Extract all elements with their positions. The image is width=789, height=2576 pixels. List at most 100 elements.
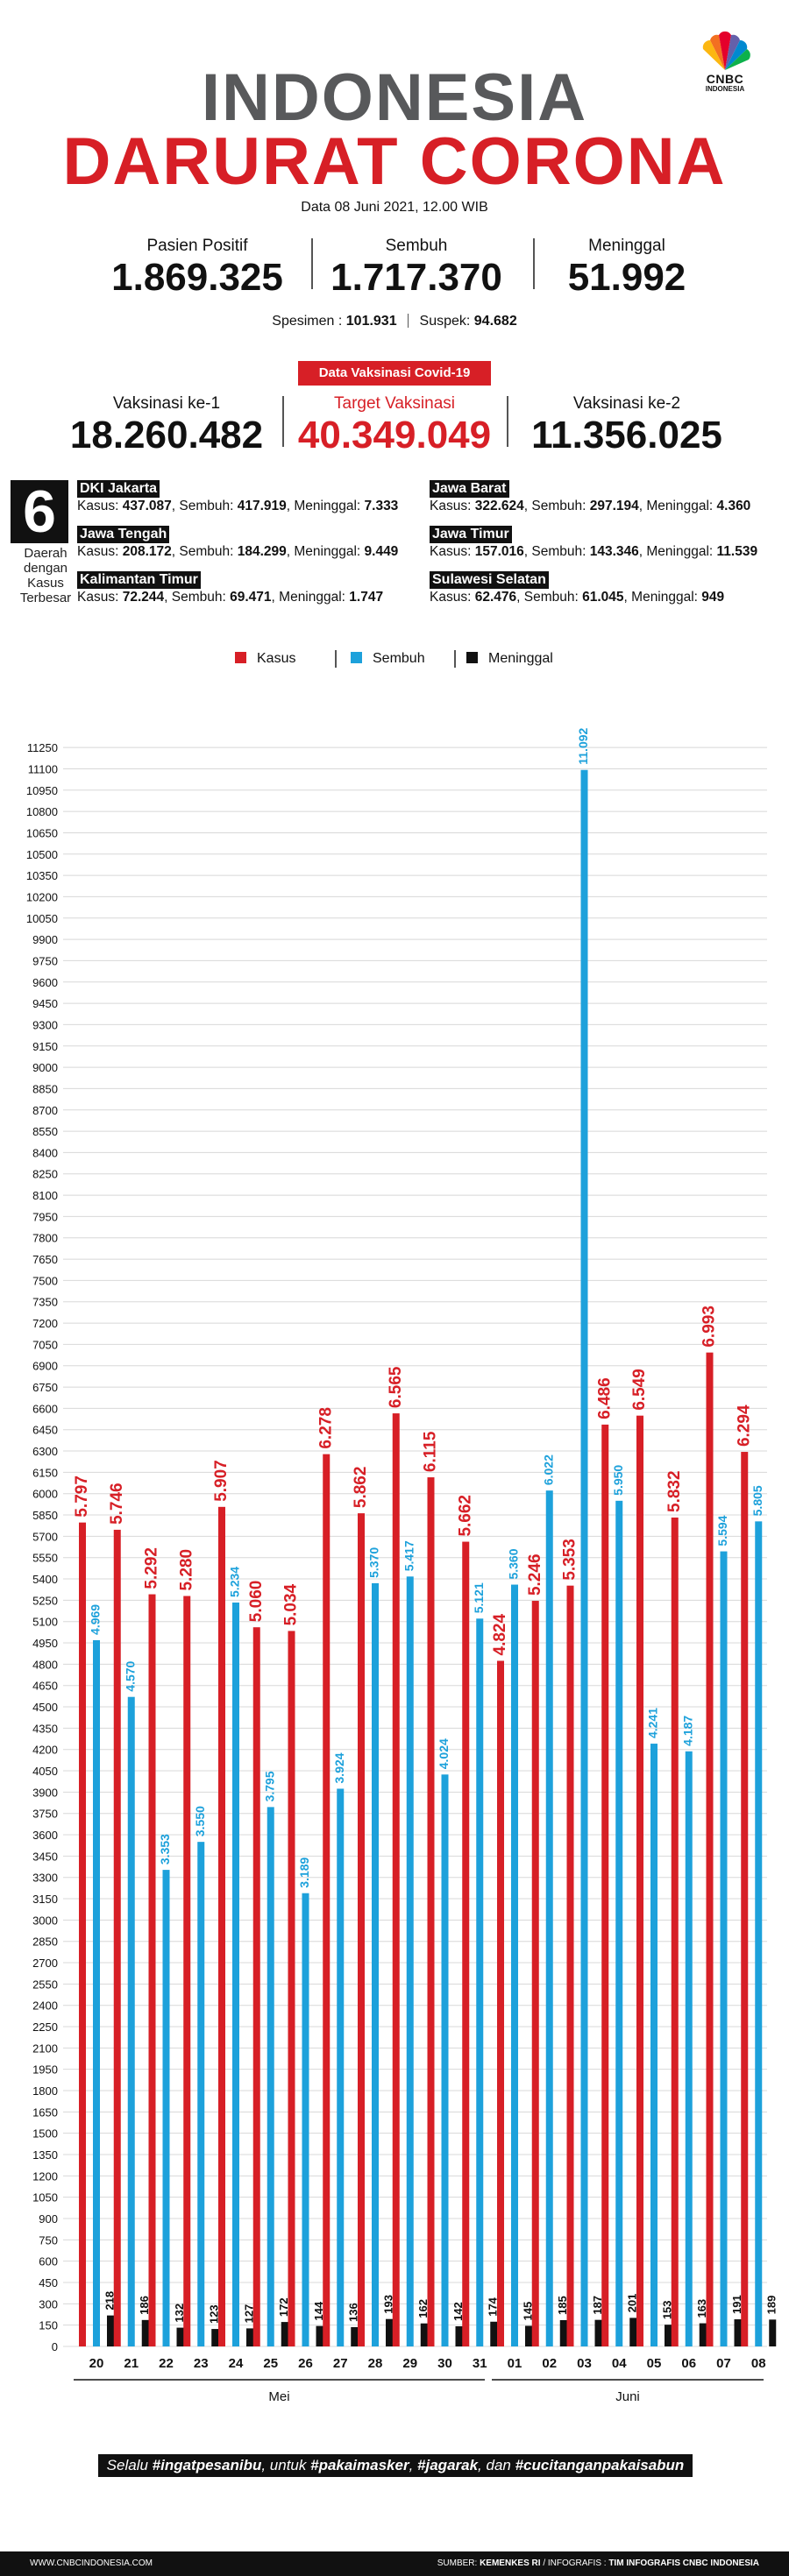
sembuh-word: Sembuh: bbox=[179, 499, 234, 513]
y-tick-label: 1350 bbox=[32, 2148, 58, 2162]
kasus-word: Kasus: bbox=[430, 499, 472, 513]
stat-sembuh-value: 1.717.370 bbox=[331, 256, 502, 299]
data-label-meninggal: 163 bbox=[695, 2299, 708, 2318]
slogan-hashtag: #cucitanganpakaisabun bbox=[515, 2457, 685, 2473]
province-stats: Kasus: 157.016, Sembuh: 143.346, Meningg… bbox=[430, 544, 758, 559]
y-tick-label: 3900 bbox=[32, 1786, 58, 1799]
slogan-bar: Selalu #ingatpesanibu, untuk #pakaimaske… bbox=[98, 2454, 693, 2477]
data-label-sembuh: 3.550 bbox=[193, 1806, 207, 1836]
vaksin-target: Target Vaksinasi 40.349.049 bbox=[285, 394, 504, 457]
bar-kasus bbox=[671, 1517, 679, 2346]
data-label-kasus: 6.993 bbox=[700, 1306, 719, 1348]
y-tick-label: 5250 bbox=[32, 1594, 58, 1607]
data-label-kasus: 5.034 bbox=[282, 1583, 301, 1625]
x-tick-label: 30 bbox=[437, 2356, 452, 2371]
y-tick-label: 7800 bbox=[32, 1232, 58, 1245]
stat-positif: Pasien Positif 1.869.325 bbox=[79, 237, 316, 300]
y-tick-label: 8550 bbox=[32, 1125, 58, 1138]
data-label-meninggal: 186 bbox=[138, 2296, 151, 2315]
data-label-sembuh: 5.370 bbox=[367, 1547, 381, 1578]
meninggal-word: Meninggal: bbox=[294, 544, 361, 559]
data-label-meninggal: 189 bbox=[765, 2296, 778, 2315]
x-tick-label: 06 bbox=[681, 2356, 696, 2371]
province-sembuh: 61.045 bbox=[582, 590, 624, 605]
y-tick-label: 10350 bbox=[26, 869, 58, 882]
data-label-meninggal: 145 bbox=[521, 2302, 534, 2321]
divider bbox=[454, 650, 456, 668]
legend-sembuh-label: Sembuh bbox=[373, 651, 425, 666]
suspek-label: Suspek: bbox=[419, 314, 471, 329]
y-tick-label: 600 bbox=[39, 2255, 58, 2268]
bar-meninggal bbox=[594, 2319, 602, 2346]
divider bbox=[533, 238, 535, 289]
bar-meninggal bbox=[141, 2319, 149, 2346]
peacock-icon bbox=[702, 31, 750, 70]
bar-kasus bbox=[531, 1601, 539, 2346]
footer-source-label: SUMBER: bbox=[437, 2558, 478, 2568]
legend-meninggal: Meninggal bbox=[466, 651, 553, 667]
y-tick-label: 7200 bbox=[32, 1317, 58, 1330]
bar-meninggal bbox=[455, 2325, 463, 2346]
spesimen-value: 101.931 bbox=[345, 314, 397, 329]
data-label-kasus: 5.797 bbox=[73, 1476, 91, 1518]
x-tick-label: 03 bbox=[577, 2356, 592, 2371]
bar-sembuh bbox=[93, 1639, 100, 2346]
x-tick-label: 27 bbox=[333, 2356, 348, 2371]
x-tick-label: 31 bbox=[473, 2356, 487, 2371]
data-label-sembuh: 3.189 bbox=[297, 1857, 311, 1887]
y-tick-label: 2550 bbox=[32, 1978, 58, 1991]
bar-sembuh bbox=[162, 1870, 170, 2346]
data-label-sembuh: 5.417 bbox=[402, 1540, 416, 1571]
y-tick-label: 6450 bbox=[32, 1424, 58, 1437]
data-label-meninggal: 185 bbox=[556, 2296, 569, 2315]
x-tick-label: 08 bbox=[751, 2356, 766, 2371]
data-label-meninggal: 201 bbox=[626, 2294, 639, 2313]
province-meninggal: 11.539 bbox=[716, 544, 758, 559]
data-label-kasus: 5.746 bbox=[108, 1483, 126, 1525]
province-stats: Kasus: 322.624, Sembuh: 297.194, Meningg… bbox=[430, 499, 751, 513]
vaksin-ke2: Vaksinasi ke-2 11.356.025 bbox=[508, 394, 745, 457]
bar-sembuh bbox=[267, 1807, 274, 2346]
data-label-sembuh: 4.570 bbox=[123, 1660, 137, 1691]
legend-kasus-label: Kasus bbox=[257, 651, 296, 666]
x-tick-label: 04 bbox=[612, 2356, 627, 2371]
bar-sembuh bbox=[685, 1751, 693, 2346]
footer-site: WWW.CNBCINDONESIA.COM bbox=[30, 2558, 153, 2568]
meninggal-word: Meninggal: bbox=[294, 499, 361, 513]
province-name: Kalimantan Timur bbox=[77, 571, 201, 589]
y-tick-label: 300 bbox=[39, 2297, 58, 2311]
data-label-kasus: 5.862 bbox=[352, 1467, 370, 1509]
y-tick-label: 3000 bbox=[32, 1914, 58, 1927]
bar-kasus bbox=[636, 1415, 643, 2346]
y-tick-label: 900 bbox=[39, 2212, 58, 2226]
bar-kasus bbox=[323, 1454, 331, 2346]
legend-meninggal-swatch bbox=[466, 652, 478, 663]
data-label-sembuh: 5.121 bbox=[472, 1582, 486, 1613]
province-entry: DKI Jakarta Kasus: 437.087, Sembuh: 417.9… bbox=[77, 480, 398, 515]
bar-kasus bbox=[741, 1452, 749, 2346]
bar-kasus bbox=[462, 1541, 470, 2346]
bar-meninggal bbox=[665, 2325, 672, 2346]
stat-meninggal-value: 51.992 bbox=[567, 256, 686, 299]
bar-kasus bbox=[706, 1352, 714, 2346]
province-name: DKI Jakarta bbox=[77, 480, 160, 498]
y-tick-label: 9000 bbox=[32, 1061, 58, 1074]
province-stats: Kasus: 437.087, Sembuh: 417.919, Meningg… bbox=[77, 499, 399, 513]
bar-kasus bbox=[566, 1585, 574, 2346]
y-tick-label: 3300 bbox=[32, 1872, 58, 1885]
bar-sembuh bbox=[650, 1744, 658, 2346]
footer-source: KEMENKES RI bbox=[480, 2558, 541, 2568]
province-sembuh: 143.346 bbox=[589, 544, 639, 559]
bar-meninggal bbox=[281, 2322, 288, 2346]
data-label-meninggal: 191 bbox=[730, 2295, 743, 2314]
province-kasus: 62.476 bbox=[474, 590, 517, 605]
sembuh-word: Sembuh: bbox=[531, 499, 586, 513]
y-tick-label: 9750 bbox=[32, 954, 58, 967]
x-tick-label: 26 bbox=[298, 2356, 313, 2371]
divider bbox=[335, 650, 337, 668]
bar-sembuh bbox=[372, 1582, 379, 2346]
y-tick-label: 4500 bbox=[32, 1701, 58, 1714]
y-tick-label: 6900 bbox=[32, 1360, 58, 1373]
slogan-hashtag: #ingatpesanibu bbox=[152, 2457, 262, 2473]
divider bbox=[311, 238, 313, 289]
